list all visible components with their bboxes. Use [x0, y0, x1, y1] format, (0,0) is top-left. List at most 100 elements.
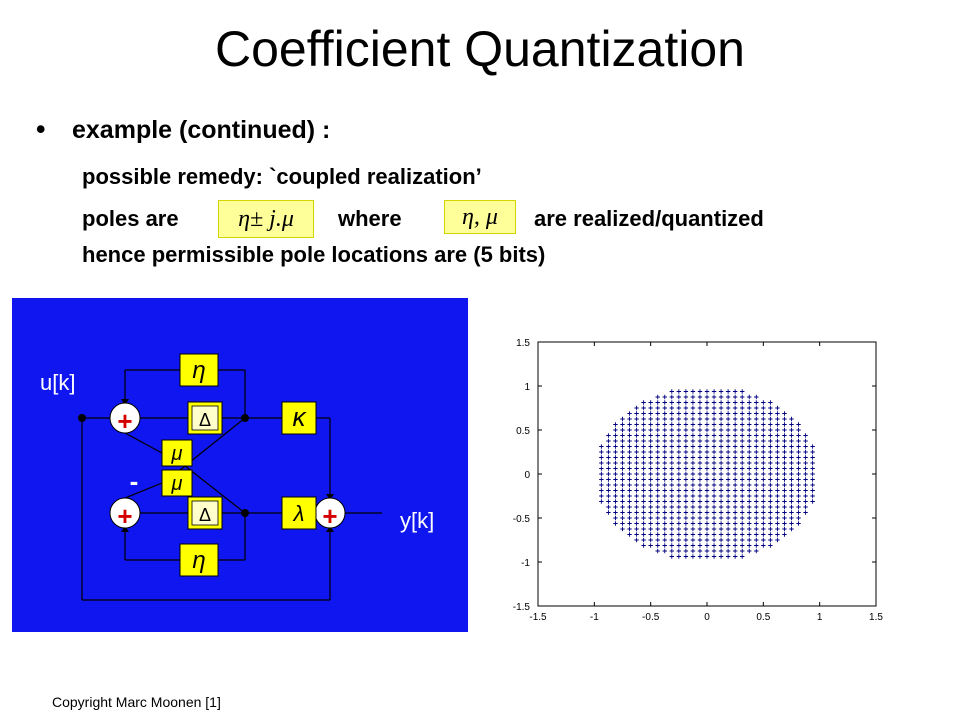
pole-marker: [641, 416, 646, 422]
pole-marker: [676, 400, 682, 405]
pole-marker: [620, 455, 625, 460]
pole-marker: [655, 416, 660, 422]
pole-marker: [655, 499, 660, 504]
pole-marker: [641, 449, 646, 455]
pole-marker: [754, 526, 759, 532]
pole-marker: [768, 482, 773, 488]
pole-marker: [641, 427, 646, 433]
pole-marker: [690, 488, 696, 493]
pole-marker: [761, 499, 766, 504]
pole-marker: [782, 444, 787, 449]
pole-marker: [768, 400, 773, 405]
y-tick-label: -0.5: [513, 514, 531, 525]
pole-marker: [740, 416, 745, 422]
pole-marker: [683, 433, 689, 438]
pole-marker: [725, 416, 731, 422]
pole-marker: [648, 411, 653, 416]
pole-marker: [697, 521, 703, 526]
pole-marker: [747, 411, 752, 416]
pole-marker: [754, 548, 759, 554]
pole-marker: [676, 477, 682, 482]
pole-marker: [690, 433, 696, 438]
pole-marker: [606, 488, 611, 493]
pole-marker: [761, 422, 766, 427]
top-adder: [109, 402, 141, 434]
pole-marker: [606, 504, 611, 510]
pole-marker: [634, 455, 639, 460]
pole-marker: [810, 444, 815, 449]
pole-marker: [782, 438, 787, 444]
pole-marker: [775, 466, 780, 471]
pole-marker: [662, 416, 667, 422]
pole-marker: [740, 427, 745, 433]
pole-marker: [768, 493, 773, 499]
pole-marker: [613, 482, 618, 488]
pole-marker: [761, 477, 766, 482]
poles-line-suffix: are realized/quantized: [534, 206, 764, 231]
pole-marker: [683, 422, 689, 427]
pole-marker: [747, 405, 752, 411]
pole-marker: [634, 433, 639, 438]
pole-marker: [747, 488, 752, 493]
pole-marker: [718, 532, 724, 537]
pole-marker: [782, 493, 787, 499]
pole-marker: [676, 537, 682, 543]
bullet-text: example (continued) :: [72, 116, 331, 144]
pole-marker: [606, 482, 611, 488]
pole-marker: [620, 477, 625, 482]
pole-marker: [662, 532, 667, 537]
pole-marker: [613, 521, 618, 526]
pole-marker: [627, 422, 632, 427]
pole-marker: [690, 427, 696, 433]
pole-marker: [803, 433, 808, 438]
pole-marker: [782, 449, 787, 455]
pole-marker: [676, 411, 682, 416]
pole-marker: [704, 460, 710, 466]
pole-marker: [740, 400, 745, 405]
y-tick-label: 1.5: [516, 338, 530, 349]
pole-marker: [718, 444, 724, 449]
pole-marker: [683, 405, 689, 411]
pole-marker: [655, 433, 660, 438]
pole-marker: [662, 493, 667, 499]
pole-marker: [669, 411, 674, 416]
pole-marker: [676, 427, 682, 433]
pole-marker: [768, 504, 773, 510]
pole-marker: [740, 471, 745, 477]
pole-marker: [641, 521, 646, 526]
pole-marker: [718, 471, 724, 477]
pole-marker: [669, 526, 674, 532]
pole-locations-plot: -1.5 -1 -0.5 0 0.5 1 1.5 1.5 1 0.5 0 -0.5 -1 -1.5: [513, 338, 884, 623]
pole-marker: [711, 537, 717, 543]
pole-marker: [634, 537, 639, 543]
pole-marker: [704, 521, 710, 526]
pole-marker: [641, 405, 646, 411]
pole-marker: [747, 477, 752, 482]
pole-marker: [803, 488, 808, 493]
pole-marker: [627, 411, 632, 416]
pole-marker: [789, 477, 794, 482]
pole-marker: [599, 444, 604, 449]
pole-marker: [740, 548, 745, 554]
pole-marker: [711, 449, 717, 455]
pole-marker: [697, 444, 703, 449]
pole-marker: [747, 526, 752, 532]
pole-marker: [648, 526, 653, 532]
pole-marker: [754, 499, 759, 504]
pole-marker: [740, 521, 745, 526]
pole-marker: [768, 521, 773, 526]
copyright-notice: Copyright Marc Moonen [1]: [52, 694, 221, 710]
pole-marker: [669, 416, 674, 422]
pole-marker: [662, 515, 667, 521]
pole-marker: [669, 444, 674, 449]
pole-marker: [725, 554, 731, 559]
pole-marker: [676, 482, 682, 488]
pole-marker: [676, 515, 682, 521]
pole-marker: [789, 521, 794, 526]
pole-marker: [655, 444, 660, 449]
pole-marker: [634, 515, 639, 521]
pole-marker: [627, 471, 632, 477]
pole-marker: [768, 416, 773, 422]
pole-marker: [683, 499, 689, 504]
pole-marker: [754, 449, 759, 455]
